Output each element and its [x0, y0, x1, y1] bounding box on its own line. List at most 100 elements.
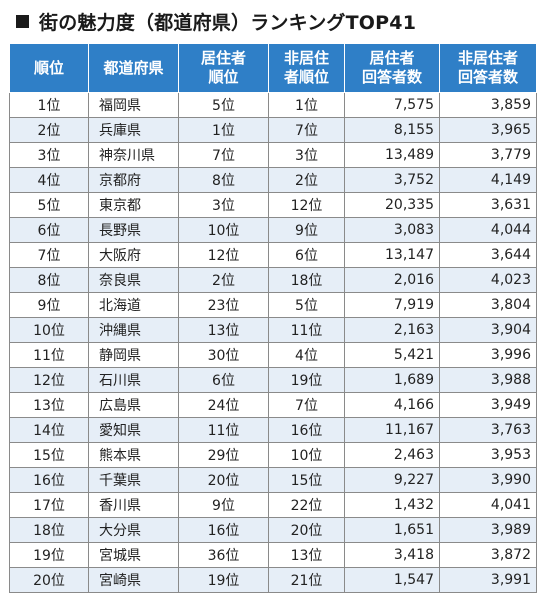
cell-rank: 20位 [9, 567, 89, 593]
cell-nonresident-count: 3,904 [439, 317, 537, 343]
cell-resident-rank: 3位 [178, 192, 269, 218]
cell-rank: 1位 [9, 92, 89, 118]
cell-resident-count: 4,166 [344, 392, 440, 418]
table-row: 17位 香川県 9位 22位 1,432 4,041 [9, 492, 537, 518]
cell-resident-rank: 24位 [178, 392, 269, 418]
table-row: 5位 東京都 3位 12位 20,335 3,631 [9, 192, 537, 218]
cell-nonresident-count: 3,989 [439, 517, 537, 543]
cell-resident-count: 13,147 [344, 242, 440, 268]
cell-nonresident-count: 3,872 [439, 542, 537, 568]
cell-nonresident-rank: 1位 [268, 92, 345, 118]
table-row: 19位 宮城県 36位 13位 3,418 3,872 [9, 542, 537, 568]
table-row: 13位 広島県 24位 7位 4,166 3,949 [9, 392, 537, 418]
cell-rank: 18位 [9, 517, 89, 543]
cell-prefecture: 大分県 [88, 517, 179, 543]
cell-nonresident-rank: 16位 [268, 417, 345, 443]
cell-resident-count: 20,335 [344, 192, 440, 218]
cell-prefecture: 神奈川県 [88, 142, 179, 168]
cell-rank: 16位 [9, 467, 89, 493]
cell-rank: 9位 [9, 292, 89, 318]
cell-nonresident-rank: 22位 [268, 492, 345, 518]
cell-resident-count: 5,421 [344, 342, 440, 368]
table-row: 16位 千葉県 20位 15位 9,227 3,990 [9, 467, 537, 493]
cell-prefecture: 静岡県 [88, 342, 179, 368]
cell-nonresident-rank: 15位 [268, 467, 345, 493]
cell-prefecture: 愛知県 [88, 417, 179, 443]
cell-prefecture: 京都府 [88, 167, 179, 193]
header-prefecture: 都道府県 [88, 43, 179, 93]
cell-nonresident-rank: 11位 [268, 317, 345, 343]
cell-nonresident-rank: 3位 [268, 142, 345, 168]
cell-nonresident-count: 3,953 [439, 442, 537, 468]
table-row: 6位 長野県 10位 9位 3,083 4,044 [9, 217, 537, 243]
square-bullet-icon [16, 14, 29, 28]
cell-nonresident-rank: 7位 [268, 392, 345, 418]
cell-resident-count: 11,167 [344, 417, 440, 443]
cell-nonresident-count: 3,990 [439, 467, 537, 493]
cell-nonresident-count: 3,991 [439, 567, 537, 593]
cell-nonresident-rank: 18位 [268, 267, 345, 293]
cell-resident-rank: 6位 [178, 367, 269, 393]
cell-resident-rank: 16位 [178, 517, 269, 543]
table-row: 3位 神奈川県 7位 3位 13,489 3,779 [9, 142, 537, 168]
cell-rank: 8位 [9, 267, 89, 293]
cell-rank: 6位 [9, 217, 89, 243]
cell-prefecture: 大阪府 [88, 242, 179, 268]
cell-resident-count: 7,575 [344, 92, 440, 118]
table-row: 20位 宮崎県 19位 21位 1,547 3,991 [9, 567, 537, 593]
cell-prefecture: 東京都 [88, 192, 179, 218]
cell-nonresident-count: 3,779 [439, 142, 537, 168]
header-nonresident-rank-text: 非居住 者順位 [283, 49, 329, 86]
cell-resident-count: 3,752 [344, 167, 440, 193]
cell-nonresident-count: 3,965 [439, 117, 537, 143]
cell-nonresident-rank: 5位 [268, 292, 345, 318]
cell-nonresident-rank: 2位 [268, 167, 345, 193]
cell-resident-rank: 19位 [178, 567, 269, 593]
cell-rank: 2位 [9, 117, 89, 143]
header-nonresident-count: 非居住者 回答者数 [439, 43, 537, 93]
cell-nonresident-count: 4,149 [439, 167, 537, 193]
cell-resident-rank: 2位 [178, 267, 269, 293]
cell-nonresident-count: 4,041 [439, 492, 537, 518]
cell-nonresident-rank: 4位 [268, 342, 345, 368]
cell-rank: 3位 [9, 142, 89, 168]
header-resident-rank-text: 居住者 順位 [200, 49, 246, 86]
cell-rank: 14位 [9, 417, 89, 443]
cell-resident-rank: 36位 [178, 542, 269, 568]
cell-resident-count: 3,418 [344, 542, 440, 568]
cell-resident-count: 7,919 [344, 292, 440, 318]
header-nonresident-count-text: 非居住者 回答者数 [457, 49, 518, 86]
cell-nonresident-rank: 12位 [268, 192, 345, 218]
cell-rank: 10位 [9, 317, 89, 343]
cell-nonresident-count: 3,804 [439, 292, 537, 318]
cell-nonresident-rank: 21位 [268, 567, 345, 593]
table-row: 2位 兵庫県 1位 7位 8,155 3,965 [9, 117, 537, 143]
cell-nonresident-rank: 6位 [268, 242, 345, 268]
cell-resident-count: 8,155 [344, 117, 440, 143]
cell-nonresident-count: 3,631 [439, 192, 537, 218]
cell-resident-rank: 7位 [178, 142, 269, 168]
cell-nonresident-count: 3,988 [439, 367, 537, 393]
table-row: 18位 大分県 16位 20位 1,651 3,989 [9, 517, 537, 543]
cell-prefecture: 宮崎県 [88, 567, 179, 593]
cell-nonresident-count: 3,763 [439, 417, 537, 443]
table-header-row: 順位 都道府県 居住者 順位 非居住 者順位 居住者 回答者数 非居住者 回答者… [9, 43, 537, 93]
cell-resident-rank: 20位 [178, 467, 269, 493]
cell-resident-rank: 30位 [178, 342, 269, 368]
cell-rank: 7位 [9, 242, 89, 268]
cell-nonresident-rank: 13位 [268, 542, 345, 568]
cell-resident-rank: 1位 [178, 117, 269, 143]
cell-prefecture: 兵庫県 [88, 117, 179, 143]
cell-rank: 15位 [9, 442, 89, 468]
cell-nonresident-count: 3,949 [439, 392, 537, 418]
header-resident-count: 居住者 回答者数 [344, 43, 440, 93]
cell-resident-rank: 9位 [178, 492, 269, 518]
cell-prefecture: 長野県 [88, 217, 179, 243]
header-rank: 順位 [9, 43, 89, 93]
cell-resident-rank: 10位 [178, 217, 269, 243]
cell-nonresident-count: 4,023 [439, 267, 537, 293]
cell-nonresident-count: 3,859 [439, 92, 537, 118]
cell-resident-rank: 13位 [178, 317, 269, 343]
cell-resident-count: 1,651 [344, 517, 440, 543]
table-row: 9位 北海道 23位 5位 7,919 3,804 [9, 292, 537, 318]
